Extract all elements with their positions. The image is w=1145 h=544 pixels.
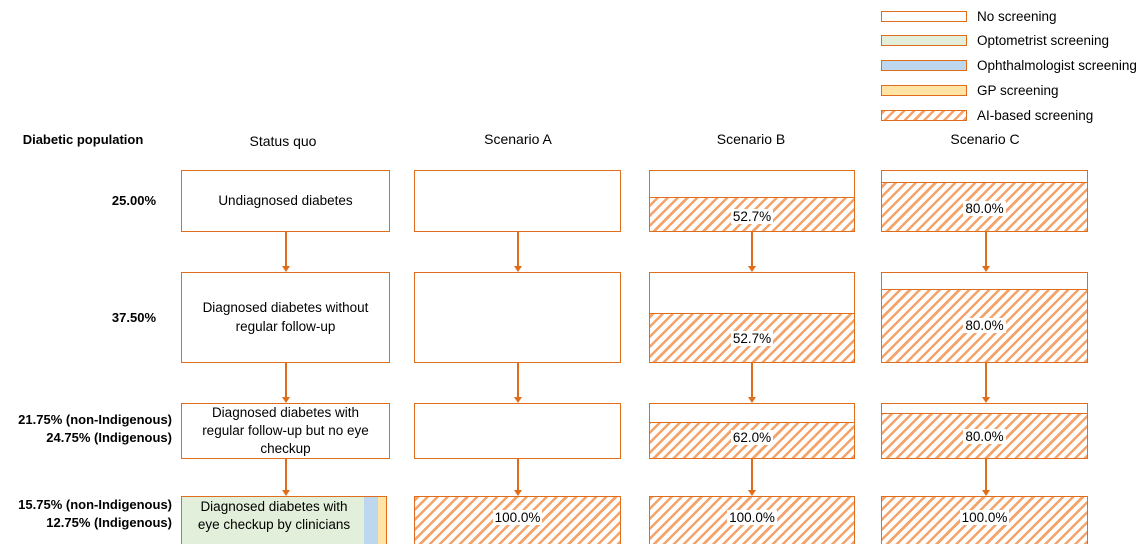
arrow-shaft (285, 459, 287, 490)
percent-label: 100.0% (492, 510, 543, 525)
percent-label: 52.7% (730, 209, 774, 224)
legend-swatch-ophthalmologist (881, 60, 967, 71)
scenario-c-box-eye-checkup: 100.0% (881, 496, 1088, 544)
arrow-shaft (751, 232, 753, 266)
row-label-value: 37.50% (111, 310, 156, 325)
scenario-c-box-no-eye-checkup: 80.0% (881, 403, 1088, 459)
scenario-b-box-undiagnosed: 52.7% (649, 170, 855, 232)
box-text: Undiagnosed diabetes (218, 193, 353, 208)
status-quo-box-eye-checkup: Diagnosed diabetes with eye checkup by c… (181, 496, 387, 544)
arrow-shaft (985, 363, 987, 397)
percent-label: 100.0% (727, 510, 777, 525)
arrow-head (282, 266, 290, 272)
scenario-c-box-no-followup: 80.0% (881, 272, 1088, 363)
box-text-line2: regular follow-up (235, 319, 336, 334)
box-text-line1: Diagnosed diabetes without (202, 300, 369, 315)
status-quo-box-no-followup: Diagnosed diabetes without regular follo… (181, 272, 390, 363)
row-label-indigenous: 12.75% (Indigenous) (46, 515, 172, 530)
scenario-a-box-no-eye-checkup (414, 403, 621, 459)
row-label-eye-checkup: 15.75% (non-Indigenous) 12.75% (Indigeno… (2, 496, 172, 532)
header-status-quo: Status quo (249, 133, 317, 149)
scenario-b-box-no-eye-checkup: 62.0% (649, 403, 855, 459)
percent-label: 62.0% (730, 430, 774, 445)
arrow-head (748, 397, 756, 403)
percent-label: 80.0% (963, 429, 1006, 444)
legend-label-gp: GP screening (977, 83, 1059, 98)
header-scenario-b: Scenario B (716, 131, 786, 147)
arrow-shaft (285, 363, 287, 397)
arrow-shaft (751, 363, 753, 397)
arrow-shaft (517, 363, 519, 397)
arrow-head (282, 397, 290, 403)
legend-label-optometrist: Optometrist screening (977, 33, 1110, 48)
arrow-head (514, 490, 522, 496)
arrow-head (514, 266, 522, 272)
scenario-b-box-no-followup: 52.7% (649, 272, 855, 363)
header-diabetic-population: Diabetic population (22, 132, 144, 147)
arrow-shaft (517, 459, 519, 490)
legend-label-no-screening: No screening (977, 9, 1057, 24)
percent-label: 80.0% (963, 201, 1006, 216)
arrow-shaft (985, 459, 987, 490)
scenario-c-box-undiagnosed: 80.0% (881, 170, 1088, 232)
arrow-shaft (517, 232, 519, 266)
legend-swatch-gp (881, 85, 967, 96)
ai-screening-fill (650, 422, 854, 458)
scenario-a-box-eye-checkup: 100.0% (414, 496, 621, 544)
row-label-indigenous: 24.75% (Indigenous) (46, 430, 172, 445)
row-label-no-followup: 37.50% (10, 309, 156, 327)
legend-swatch-ai (881, 110, 967, 121)
legend-swatch-no-screening (881, 11, 967, 22)
status-quo-box-no-eye-checkup: Diagnosed diabetes with regular follow-u… (181, 403, 390, 459)
box-text-line2: regular follow-up but no eye (202, 423, 369, 438)
scenario-a-box-no-followup (414, 272, 621, 363)
header-scenario-a: Scenario A (484, 131, 552, 147)
legend-label-ai: AI-based screening (977, 108, 1094, 123)
arrow-head (514, 397, 522, 403)
legend-label-ophthalmologist: Ophthalmologist screening (977, 58, 1137, 73)
arrow-shaft (985, 232, 987, 266)
row-label-non-indigenous: 15.75% (non-Indigenous) (18, 497, 172, 512)
row-label-no-eye-checkup: 21.75% (non-Indigenous) 24.75% (Indigeno… (2, 411, 172, 447)
arrow-shaft (285, 232, 287, 266)
gp-segment (378, 497, 386, 544)
status-quo-box-undiagnosed: Undiagnosed diabetes (181, 170, 390, 232)
box-text-line1: Diagnosed diabetes with (211, 405, 360, 420)
arrow-head (982, 397, 990, 403)
scenario-b-box-eye-checkup: 100.0% (649, 496, 855, 544)
percent-label: 80.0% (963, 318, 1006, 333)
row-label-non-indigenous: 21.75% (non-Indigenous) (18, 412, 172, 427)
arrow-head (748, 266, 756, 272)
arrow-head (748, 490, 756, 496)
arrow-head (982, 490, 990, 496)
arrow-head (282, 490, 290, 496)
box-text-line1: Diagnosed diabetes with (200, 499, 348, 514)
percent-label: 100.0% (959, 510, 1010, 525)
row-label-undiagnosed: 25.00% (10, 192, 156, 210)
arrow-shaft (751, 459, 753, 490)
ophthalmologist-segment (364, 497, 378, 544)
arrow-head (982, 266, 990, 272)
box-text-line3: checkup (260, 441, 311, 456)
box-text-line2: eye checkup by clinicians (197, 517, 351, 532)
scenario-a-box-undiagnosed (414, 170, 621, 232)
percent-label: 52.7% (730, 331, 774, 346)
legend-swatch-optometrist (881, 35, 967, 46)
row-label-value: 25.00% (111, 193, 156, 208)
header-scenario-c: Scenario C (950, 131, 1020, 147)
